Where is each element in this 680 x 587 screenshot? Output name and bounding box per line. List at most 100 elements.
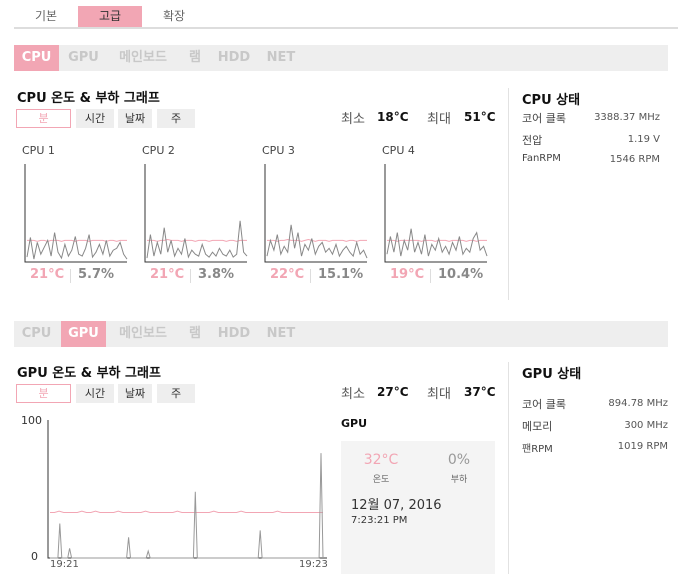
gpu-chart xyxy=(47,420,327,559)
cpu-section-tabs: CPU GPU 메인보드 램 HDD NET xyxy=(14,45,668,71)
gpu-card-temp-label: 온도 xyxy=(372,475,390,485)
section-tab-mainboard[interactable]: 메인보드 xyxy=(119,326,167,341)
range-minute-button[interactable]: 분 xyxy=(16,384,71,403)
chart-axis xyxy=(47,420,327,559)
cpu-status-divider xyxy=(508,88,509,300)
range-hour-button[interactable]: 시간 xyxy=(76,109,114,128)
cpu-max-value: 51°C xyxy=(464,110,496,124)
cpu-min-label: 최소 xyxy=(341,112,365,127)
cpu3-chart xyxy=(264,164,368,263)
cpu2-label: CPU 2 xyxy=(142,144,175,157)
cpu4-chart xyxy=(384,164,488,263)
cpu-clock-label: 코어 클록 xyxy=(522,112,566,125)
range-minute-button[interactable]: 분 xyxy=(16,109,71,128)
section-tab-ram[interactable]: 램 xyxy=(189,326,201,341)
cpu-voltage-value: 1.19 V xyxy=(627,134,660,145)
load-series-line xyxy=(26,232,128,260)
cpu4-load: 10.4% xyxy=(438,267,484,282)
cpu1-load: 5.7% xyxy=(78,267,115,282)
cpu-voltage-label: 전압 xyxy=(522,134,543,147)
cpu-fan-label: FanRPM xyxy=(522,153,561,164)
gpu-y-max-label: 100 xyxy=(21,414,42,427)
section-tab-mainboard[interactable]: 메인보드 xyxy=(119,50,167,65)
gpu-status-title: GPU 상태 xyxy=(522,367,582,382)
gpu-card-title: GPU xyxy=(341,417,368,430)
gpu-x-start-label: 19:21 xyxy=(50,559,79,570)
chart-axis xyxy=(24,164,127,263)
gpu-clock-value: 894.78 MHz xyxy=(608,398,668,409)
gpu-section-tabs: CPU GPU 메인보드 램 HDD NET xyxy=(14,321,668,347)
range-hour-button[interactable]: 시간 xyxy=(76,384,114,403)
cpu-min-value: 18°C xyxy=(377,110,409,124)
chart-axis xyxy=(264,164,367,263)
cpu1-divider xyxy=(70,269,71,283)
cpu-clock-value: 3388.37 MHz xyxy=(594,112,660,123)
tab-extension[interactable]: 확장 xyxy=(162,9,186,23)
tab-advanced[interactable]: 고급 xyxy=(78,6,142,27)
cpu3-temp: 22°C xyxy=(270,267,305,282)
chart-axis xyxy=(384,164,487,263)
gpu-graph-title: GPU 온도 & 부하 그래프 xyxy=(17,366,161,381)
gpu-fan-label: 팬RPM xyxy=(522,444,553,455)
section-tab-hdd[interactable]: HDD xyxy=(217,326,251,341)
gpu-memory-label: 메모리 xyxy=(522,420,553,433)
section-tab-gpu[interactable]: GPU xyxy=(61,321,106,347)
cpu-fan-value: 1546 RPM xyxy=(609,154,660,165)
cpu4-temp: 19°C xyxy=(390,267,425,282)
cpu4-divider xyxy=(430,269,431,283)
cpu3-divider xyxy=(310,269,311,283)
cpu-status-title: CPU 상태 xyxy=(522,93,581,108)
tab-basic[interactable]: 기본 xyxy=(34,9,58,23)
section-tab-net[interactable]: NET xyxy=(266,326,296,341)
cpu1-label: CPU 1 xyxy=(22,144,55,157)
temperature-series-line xyxy=(387,239,487,242)
temperature-series-line xyxy=(50,510,323,513)
load-series-line xyxy=(266,224,368,259)
range-week-button[interactable]: 주 xyxy=(157,109,195,128)
temperature-series-line xyxy=(147,238,247,242)
load-series-line xyxy=(50,453,324,559)
gpu-memory-value: 300 MHz xyxy=(624,420,668,431)
gpu-min-label: 최소 xyxy=(341,387,365,402)
top-tab-bar: 기본 고급 확장 xyxy=(14,6,678,29)
cpu1-temp: 21°C xyxy=(30,267,65,282)
gpu-min-value: 27°C xyxy=(377,385,409,399)
gpu-max-value: 37°C xyxy=(464,385,496,399)
gpu-status-divider xyxy=(508,362,509,574)
gpu-card-time: 7:23:21 PM xyxy=(351,515,408,526)
section-tab-gpu[interactable]: GPU xyxy=(68,50,99,65)
section-tab-cpu[interactable]: CPU xyxy=(14,45,59,71)
section-tab-cpu[interactable]: CPU xyxy=(21,326,52,341)
cpu3-label: CPU 3 xyxy=(262,144,295,157)
cpu-graph-title: CPU 온도 & 부하 그래프 xyxy=(17,91,160,106)
gpu-x-end-label: 19:23 xyxy=(299,559,328,570)
cpu1-chart xyxy=(24,164,128,263)
gpu-y-min-label: 0 xyxy=(31,550,38,563)
gpu-card-load-label: 부하 xyxy=(450,475,468,485)
gpu-card-temp: 32°C xyxy=(363,452,399,468)
section-tab-net[interactable]: NET xyxy=(266,50,296,65)
temperature-series-line xyxy=(267,238,367,242)
range-week-button[interactable]: 주 xyxy=(157,384,195,403)
cpu2-divider xyxy=(190,269,191,283)
gpu-max-label: 최대 xyxy=(427,387,451,402)
range-day-button[interactable]: 날짜 xyxy=(118,109,152,128)
section-tab-ram[interactable]: 램 xyxy=(189,50,201,65)
chart-axis xyxy=(144,164,247,263)
gpu-fan-value: 1019 RPM xyxy=(617,441,668,452)
load-series-line xyxy=(146,220,248,259)
cpu2-chart xyxy=(144,164,248,263)
cpu3-load: 15.1% xyxy=(318,267,364,282)
load-series-line xyxy=(386,228,488,257)
range-day-button[interactable]: 날짜 xyxy=(118,384,152,403)
gpu-card-load: 0% xyxy=(447,452,471,468)
cpu2-load: 3.8% xyxy=(198,267,235,282)
gpu-card-date: 12월 07, 2016 xyxy=(351,498,442,513)
temperature-series-line xyxy=(27,239,127,242)
gpu-summary-card: 32°C 온도 0% 부하 12월 07, 2016 7:23:21 PM xyxy=(341,441,495,574)
cpu4-label: CPU 4 xyxy=(382,144,415,157)
cpu-max-label: 최대 xyxy=(427,112,451,127)
section-tab-hdd[interactable]: HDD xyxy=(217,50,251,65)
gpu-clock-label: 코어 클록 xyxy=(522,398,566,411)
cpu2-temp: 21°C xyxy=(150,267,185,282)
